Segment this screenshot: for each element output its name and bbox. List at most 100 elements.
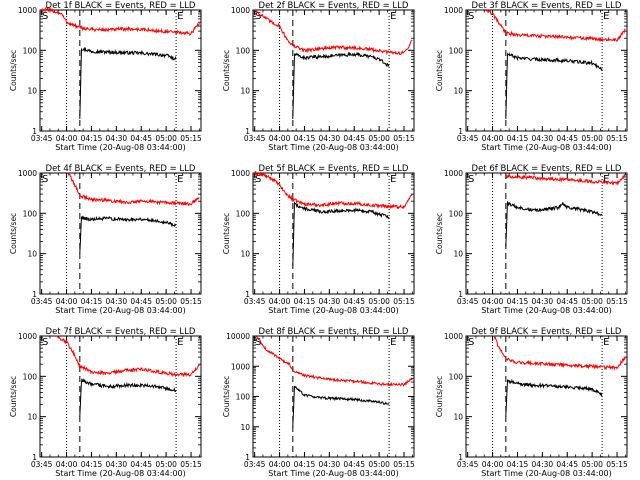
- end-marker: E: [177, 11, 183, 22]
- x-tick-label: 05:15: [393, 297, 415, 306]
- x-tick-label: 04:45: [130, 460, 152, 469]
- y-axis-label: Counts/sec: [222, 50, 231, 91]
- x-tick-label: 03:45: [457, 297, 479, 306]
- y-tick-label: 1: [245, 127, 250, 136]
- y-tick-label: 10: [27, 250, 37, 259]
- end-marker: E: [390, 11, 396, 22]
- x-tick-label: 03:45: [244, 460, 266, 469]
- x-tick-label: 05:15: [606, 460, 628, 469]
- lld-series-line: [505, 174, 626, 187]
- y-tick-label: 10: [27, 87, 37, 96]
- x-axis-label: Start Time (20-Aug-08 03:44:00): [481, 306, 612, 315]
- y-tick-label: 100: [236, 46, 251, 55]
- x-tick-label: 03:45: [457, 134, 479, 143]
- x-tick-label: 05:15: [180, 460, 202, 469]
- y-tick-label: 10: [240, 250, 250, 259]
- x-axis-label: Start Time (20-Aug-08 03:44:00): [55, 469, 186, 478]
- x-tick-label: 04:45: [343, 134, 365, 143]
- y-axis-label: Counts/sec: [435, 213, 444, 254]
- subplot-det-8: Det 8f BLACK = Events, RED = LLD 1 10 100 10…: [222, 327, 415, 478]
- plot-frame: [252, 9, 415, 132]
- start-marker: S: [42, 11, 48, 22]
- x-tick-label: 04:00: [56, 134, 78, 143]
- x-tick-label: 05:15: [180, 134, 202, 143]
- x-tick-label: 04:00: [56, 460, 78, 469]
- start-marker: S: [255, 11, 261, 22]
- x-tick-label: 05:00: [368, 297, 390, 306]
- x-tick-label: 04:15: [507, 460, 529, 469]
- y-tick-label: 1000: [444, 6, 463, 15]
- y-tick-label: 1000: [444, 169, 463, 178]
- plot-frame: [39, 335, 202, 458]
- y-tick-label: 1000: [231, 362, 250, 371]
- end-marker: E: [603, 174, 609, 185]
- y-tick-label: 1000: [18, 169, 37, 178]
- plot-frame: [252, 335, 415, 458]
- x-tick-label: 04:15: [294, 134, 316, 143]
- y-tick-label: 10000: [226, 332, 250, 341]
- x-tick-label: 04:45: [556, 297, 578, 306]
- y-tick-label: 1000: [18, 6, 37, 15]
- chart-title: Det 3f BLACK = Events, RED = LLD: [472, 1, 622, 11]
- subplot-det-3: Det 3f BLACK = Events, RED = LLD 1 10 100 10…: [435, 1, 628, 152]
- x-tick-label: 04:15: [294, 297, 316, 306]
- subplot-det-1: Det 1f BLACK = Events, RED = LLD 1 10 100 10…: [9, 1, 202, 152]
- x-tick-label: 04:45: [343, 297, 365, 306]
- chart-title: Det 1f BLACK = Events, RED = LLD: [46, 1, 196, 11]
- subplot-det-7: Det 7f BLACK = Events, RED = LLD 1 10 100 10…: [9, 327, 202, 478]
- x-tick-label: 05:00: [581, 134, 603, 143]
- y-tick-label: 10: [27, 413, 37, 422]
- y-axis-label: Counts/sec: [222, 213, 231, 254]
- x-tick-label: 04:00: [482, 134, 504, 143]
- x-tick-label: 04:30: [106, 297, 128, 306]
- y-tick-label: 10: [453, 250, 463, 259]
- x-tick-label: 05:00: [155, 297, 177, 306]
- lld-series-line: [67, 173, 200, 207]
- events-series-line: [505, 378, 603, 417]
- chart-title: Det 8f BLACK = Events, RED = LLD: [259, 327, 409, 337]
- subplot-det-2: Det 2f BLACK = Events, RED = LLD 1 10 100 10…: [222, 1, 415, 152]
- x-tick-label: 04:30: [532, 134, 554, 143]
- y-tick-label: 100: [449, 46, 464, 55]
- x-tick-label: 04:45: [343, 460, 365, 469]
- x-tick-label: 05:00: [368, 134, 390, 143]
- x-tick-label: 04:45: [556, 134, 578, 143]
- y-tick-label: 1000: [444, 332, 463, 341]
- y-axis-label: Counts/sec: [435, 376, 444, 417]
- x-tick-label: 05:00: [368, 460, 390, 469]
- x-axis-label: Start Time (20-Aug-08 03:44:00): [481, 469, 612, 478]
- x-tick-label: 03:45: [31, 134, 53, 143]
- x-axis-label: Start Time (20-Aug-08 03:44:00): [268, 306, 399, 315]
- subplot-det-9: Det 9f BLACK = Events, RED = LLD 1 10 100 10…: [435, 327, 628, 478]
- x-tick-label: 04:00: [56, 297, 78, 306]
- plot-frame: [252, 172, 415, 295]
- events-series-line: [79, 215, 177, 254]
- x-tick-label: 05:00: [581, 297, 603, 306]
- x-tick-label: 04:00: [482, 460, 504, 469]
- x-axis-label: Start Time (20-Aug-08 03:44:00): [55, 143, 186, 152]
- lld-series-line: [485, 8, 626, 43]
- x-tick-label: 04:30: [532, 297, 554, 306]
- x-tick-label: 04:30: [319, 297, 341, 306]
- y-tick-label: 1: [32, 453, 37, 462]
- y-axis-label: Counts/sec: [9, 376, 18, 417]
- subplot-det-5: Det 5f BLACK = Events, RED = LLD 1 10 100 10…: [222, 164, 415, 315]
- y-tick-label: 10: [453, 413, 463, 422]
- x-tick-label: 04:30: [319, 134, 341, 143]
- start-marker: S: [468, 337, 474, 348]
- x-tick-label: 04:30: [319, 460, 341, 469]
- x-tick-label: 03:45: [457, 460, 479, 469]
- chart-title: Det 6f BLACK = Events, RED = LLD: [472, 164, 622, 174]
- lld-series-line: [41, 6, 200, 36]
- lld-series-line: [493, 336, 626, 371]
- x-tick-label: 05:15: [393, 134, 415, 143]
- y-axis-label: Counts/sec: [222, 376, 231, 417]
- y-tick-label: 10: [240, 423, 250, 432]
- y-tick-label: 100: [236, 393, 251, 402]
- events-series-line: [79, 46, 177, 119]
- start-marker: S: [42, 337, 48, 348]
- x-tick-label: 05:00: [155, 460, 177, 469]
- x-tick-label: 04:45: [556, 460, 578, 469]
- x-tick-label: 04:45: [130, 134, 152, 143]
